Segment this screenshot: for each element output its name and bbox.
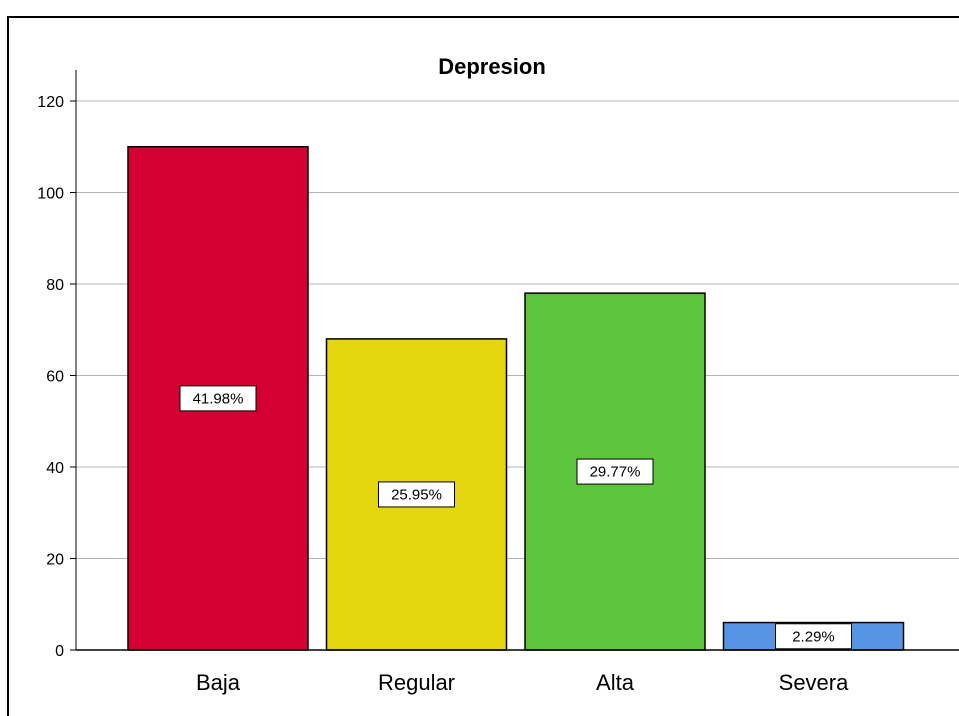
y-tick-label: 80 xyxy=(46,277,64,294)
y-tick-label: 40 xyxy=(46,460,64,477)
y-tick-label: 100 xyxy=(37,186,64,203)
chart-title: Depresion xyxy=(438,54,546,79)
y-tick-label: 20 xyxy=(46,552,64,569)
x-tick-label: Regular xyxy=(378,670,455,695)
chart-frame xyxy=(7,16,959,716)
bars: 41.98% 25.95% 29.77% 2.29% xyxy=(127,146,905,651)
data-label: 29.77% xyxy=(590,464,641,481)
data-label-box xyxy=(775,623,852,650)
x-tick-label: Baja xyxy=(196,670,241,695)
y-tick-label: 60 xyxy=(46,369,64,386)
gridlines xyxy=(76,100,959,559)
data-label-box xyxy=(179,385,257,412)
x-tick-label: Severa xyxy=(779,670,849,695)
x-tick-label: Alta xyxy=(596,670,635,695)
y-tick-label: 0 xyxy=(55,643,64,660)
y-tick-label: 120 xyxy=(37,94,64,111)
data-label: 25.95% xyxy=(391,486,442,503)
data-label-box xyxy=(378,481,455,508)
y-axis: 0 20 40 60 80 100 120 xyxy=(37,70,77,660)
x-axis: Baja Regular Alta Severa xyxy=(76,649,959,695)
data-label: 2.29% xyxy=(792,628,835,645)
data-label-box xyxy=(576,458,654,485)
data-label: 41.98% xyxy=(193,390,244,407)
